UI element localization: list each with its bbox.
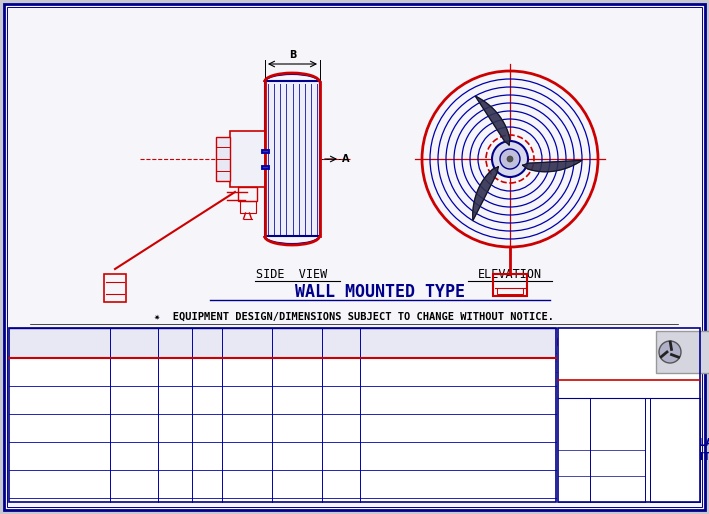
Text: 305: 305 (126, 368, 142, 376)
Text: FLP-AP-3412: FLP-AP-3412 (30, 368, 89, 376)
Text: TELEPHONE : (91-22) 847 2214/16  TELEFAX : (91-22) 847 2620: TELEPHONE : (91-22) 847 2214/16 TELEFAX … (520, 358, 709, 363)
Bar (656, 331, 709, 373)
Text: DE: DE (700, 336, 709, 351)
Text: 175: 175 (199, 480, 215, 488)
Text: B: B (204, 339, 210, 347)
Bar (230, 131, 265, 187)
Text: FLAMESAFE: FLAMESAFE (661, 353, 709, 361)
Polygon shape (523, 160, 582, 172)
Text: FAC-D-1: FAC-D-1 (649, 446, 701, 458)
Text: A: A (342, 154, 350, 164)
Text: B: B (289, 50, 296, 60)
Bar (9, 328, 556, 502)
Circle shape (659, 341, 681, 363)
Text: DRN.: DRN. (560, 432, 579, 442)
Text: 900: 900 (239, 424, 255, 432)
Text: TAW: TAW (686, 336, 709, 351)
Text: 425#: 425# (447, 480, 469, 488)
Text: A: A (172, 339, 178, 347)
Text: FLP-AP-3415: FLP-AP-3415 (30, 395, 89, 405)
Bar (238, 187, 257, 201)
Text: 208/7  AMAR GIAN COMPLEX  L.B.S. MARG, THANE-400 601. INDIA: 208/7 AMAR GIAN COMPLEX L.B.S. MARG, THA… (517, 350, 709, 355)
Text: 425#: 425# (447, 368, 469, 376)
Bar (558, 328, 700, 502)
Text: FLP-AP-3424: FLP-AP-3424 (30, 451, 89, 461)
Bar (497, 288, 523, 294)
Text: F: F (455, 339, 461, 347)
Text: 900: 900 (239, 395, 255, 405)
Text: 175: 175 (199, 424, 215, 432)
Circle shape (507, 156, 513, 162)
Text: FLP-AP-3418: FLP-AP-3418 (30, 424, 89, 432)
Text: CHD.: CHD. (560, 458, 579, 468)
Text: Dhargatkar: Dhargatkar (594, 432, 641, 442)
Text: DATE: DATE (560, 485, 579, 493)
Text: TAWDE FLAMESAFE PVT. LTD.: TAWDE FLAMESAFE PVT. LTD. (529, 338, 709, 348)
Text: 95: 95 (335, 424, 347, 432)
Text: ALL DIMENSIONS ARE IN mm. UNLESS OTHERWISE SPECIFIED: ALL DIMENSIONS ARE IN mm. UNLESS OTHERWI… (13, 491, 273, 501)
Text: E: E (338, 339, 344, 347)
Text: MODEL  NO.: MODEL NO. (33, 339, 86, 347)
Text: 95: 95 (335, 480, 347, 488)
Text: 455: 455 (126, 424, 142, 432)
Text: 200: 200 (289, 424, 305, 432)
Text: WALL MOUNTED TYPE: WALL MOUNTED TYPE (295, 283, 465, 301)
Text: SCALE: SCALE (560, 407, 583, 415)
Bar (9, 328, 556, 358)
Bar (216, 137, 230, 181)
Text: 09-05-2000: 09-05-2000 (594, 485, 641, 493)
Bar (104, 274, 126, 302)
Text: 900: 900 (239, 451, 255, 461)
Text: CLIENT :: CLIENT : (562, 384, 605, 394)
Text: 425#: 425# (447, 395, 469, 405)
Bar (650, 398, 700, 502)
Text: 95: 95 (335, 368, 347, 376)
Text: 95: 95 (335, 395, 347, 405)
Text: 200: 200 (289, 451, 305, 461)
Text: 355: 355 (167, 368, 183, 376)
Bar (265, 81, 320, 236)
Bar (493, 274, 527, 296)
Circle shape (500, 149, 520, 169)
Text: 430: 430 (167, 395, 183, 405)
Text: Email : s_tawde@hotmail.com   website : www.tawde.com: Email : s_tawde@hotmail.com website : ww… (529, 366, 709, 372)
Text: SIDE  VIEW: SIDE VIEW (257, 267, 328, 281)
Text: 380: 380 (126, 395, 142, 405)
Text: 900: 900 (239, 480, 255, 488)
Text: 900: 900 (239, 368, 255, 376)
Text: C: C (245, 339, 250, 347)
Text: 200: 200 (289, 368, 305, 376)
Text: 425#: 425# (447, 424, 469, 432)
Text: 965: 965 (167, 480, 183, 488)
Polygon shape (473, 167, 498, 221)
Text: 660: 660 (167, 451, 183, 461)
Bar (9, 328, 556, 502)
Text: 915: 915 (126, 480, 142, 488)
Text: 425#: 425# (447, 451, 469, 461)
Text: 175: 175 (199, 395, 215, 405)
Text: 175: 175 (199, 368, 215, 376)
Text: 200: 200 (289, 480, 305, 488)
Text: FLP-AP-3436: FLP-AP-3436 (30, 480, 89, 488)
Text: D: D (294, 339, 300, 347)
Circle shape (492, 141, 528, 177)
Text: ELEVATION: ELEVATION (478, 267, 542, 281)
Bar (558, 328, 700, 502)
Text: 505: 505 (167, 424, 183, 432)
Text: 175: 175 (199, 451, 215, 461)
Bar (240, 201, 255, 213)
Text: SIZE
SWEEP: SIZE SWEEP (121, 333, 147, 353)
Text: 200: 200 (289, 395, 305, 405)
Text: DRG. NO.: DRG. NO. (658, 403, 692, 409)
Text: 610: 610 (126, 451, 142, 461)
Polygon shape (475, 96, 510, 145)
Text: FLAMEPROOF AIRCIRCULATER
PEDESTAL/WALL MOUNTED: FLAMEPROOF AIRCIRCULATER PEDESTAL/WALL M… (560, 438, 709, 462)
Text: 95: 95 (335, 451, 347, 461)
Text: ✷  EQUIPMENT DESIGN/DIMENSIONS SUBJECT TO CHANGE WITHOUT NOTICE.: ✷ EQUIPMENT DESIGN/DIMENSIONS SUBJECT TO… (154, 312, 554, 322)
